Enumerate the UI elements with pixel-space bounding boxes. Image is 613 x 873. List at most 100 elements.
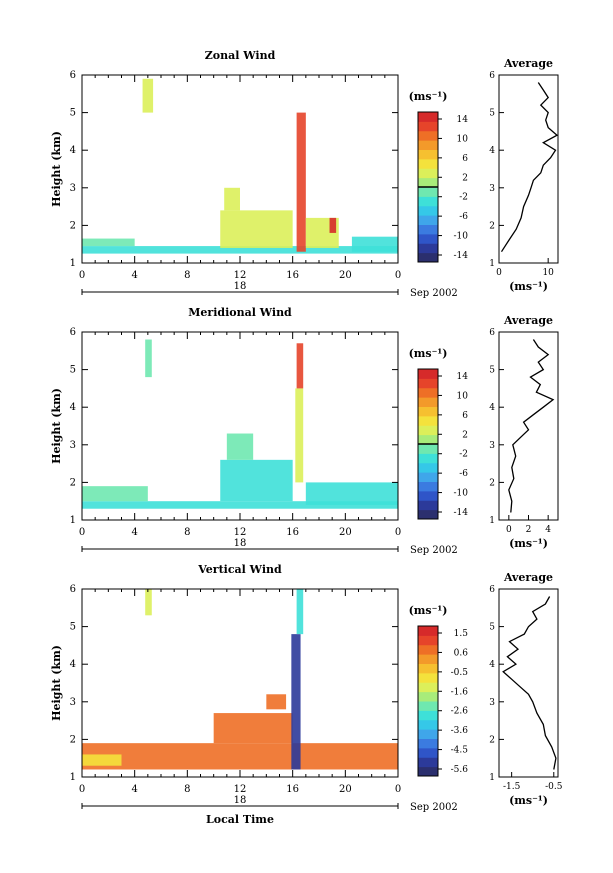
colorbar-swatch (418, 691, 438, 702)
colorbar-swatch (418, 710, 438, 721)
colorbar-swatch (418, 387, 438, 398)
profile-line (508, 339, 555, 513)
colorbar-tick-label: 14 (457, 372, 469, 382)
y-tick-label: 5 (70, 108, 76, 119)
profile-frame (498, 331, 559, 521)
colorbar-tick-label: -3.6 (451, 726, 469, 736)
y-tick-label: 2 (70, 477, 76, 488)
colorbar-swatch (418, 406, 438, 417)
colorbar-swatch (418, 472, 438, 482)
heat-cell (213, 713, 293, 744)
profile-y-tick-label: 2 (489, 478, 495, 488)
x-tick-label: 16 (286, 784, 299, 795)
colorbar-tick-label: -1.6 (451, 687, 469, 697)
colorbar-swatch (418, 425, 438, 436)
heat-cell (82, 486, 148, 502)
heat-cell (295, 388, 304, 483)
colorbar-tick-label: -6 (459, 469, 468, 479)
panel-title: Vertical Wind (197, 563, 282, 576)
colorbar-swatch (418, 729, 438, 739)
heat-cell (226, 433, 254, 460)
profile-x-tick-label: 2 (526, 525, 532, 535)
colorbar-swatch (418, 663, 438, 674)
colorbar-swatch (418, 654, 438, 664)
x-tick-label: 4 (131, 527, 137, 538)
colorbar-swatch (418, 252, 438, 263)
heat-cell (296, 112, 306, 252)
x-tick-label: 0 (395, 784, 401, 795)
profile-x-tick-label: 10 (542, 268, 554, 278)
y-tick-label: 2 (70, 734, 76, 745)
colorbar-tick-label: -10 (454, 489, 469, 499)
y-tick-label: 5 (70, 622, 76, 633)
colorbar-swatch (418, 243, 438, 254)
colorbar-swatch (418, 635, 438, 646)
heat-cell (291, 634, 301, 770)
profile-x-label: (ms⁻¹) (509, 794, 548, 807)
colorbar-swatch (418, 205, 438, 216)
colorbar-tick-label: 10 (457, 391, 469, 401)
heat-cell (82, 501, 398, 509)
x-tick-label: 8 (184, 784, 190, 795)
colorbar-tick-label: -14 (454, 251, 469, 261)
x-tick-label: 8 (184, 527, 190, 538)
profile-frame (498, 588, 559, 778)
colorbar-swatch (418, 490, 438, 501)
y-tick-label: 4 (70, 145, 76, 156)
x-tick-label: 4 (131, 784, 137, 795)
heat-cell (82, 238, 135, 247)
colorbar-tick-label: 6 (462, 411, 468, 421)
x-tick-label: 20 (339, 784, 352, 795)
x-tick-label: 20 (339, 270, 352, 281)
x-tick-label: 0 (79, 270, 85, 281)
profile-y-tick-label: 6 (489, 71, 495, 81)
colorbar-swatch (418, 177, 438, 188)
date-label: Sep 2002 (410, 288, 458, 299)
heat-cell (220, 210, 293, 248)
colorbar-tick-label: 14 (457, 115, 469, 125)
heat-cell (82, 246, 398, 254)
panel-title: Zonal Wind (205, 49, 276, 62)
y-tick-label: 3 (70, 183, 76, 194)
profile-y-tick-label: 3 (489, 184, 495, 194)
colorbar-swatch (418, 462, 438, 473)
profile-line (500, 82, 559, 253)
y-axis-label: Height (km) (50, 131, 63, 207)
profile-x-tick-label: -1.5 (503, 782, 521, 792)
colorbar-tick-label: -14 (454, 508, 469, 518)
profile-y-tick-label: 5 (489, 366, 495, 376)
y-tick-label: 6 (70, 584, 76, 595)
heat-cell (145, 339, 152, 378)
colorbar-swatch (418, 215, 438, 225)
x-tick-label: 4 (131, 270, 137, 281)
colorbar-tick-label: -4.5 (451, 746, 469, 756)
colorbar-tick-label: 2 (462, 173, 468, 183)
colorbar-swatch (418, 434, 438, 445)
heat-cell (266, 694, 287, 710)
colorbar-tick-label: -10 (454, 232, 469, 242)
colorbar-swatch (418, 112, 438, 122)
y-tick-label: 3 (70, 697, 76, 708)
colorbar-swatch (418, 481, 438, 492)
y-tick-label: 1 (70, 772, 76, 783)
colorbar-swatch (418, 747, 438, 758)
y-tick-label: 4 (70, 659, 76, 670)
y-tick-label: 6 (70, 327, 76, 338)
y-axis-label: Height (km) (50, 388, 63, 464)
colorbar-tick-label: 1.5 (454, 629, 469, 639)
date-bar-label: 18 (234, 795, 247, 806)
colorbar-swatch (418, 444, 438, 454)
colorbar-tick-label: 0.6 (454, 648, 469, 658)
heat-cell (296, 589, 304, 635)
heat-cell (145, 589, 152, 616)
colorbar-swatch (418, 140, 438, 150)
heat-cell (329, 217, 337, 233)
profile-x-tick-label: 0 (506, 525, 512, 535)
y-tick-label: 6 (70, 70, 76, 81)
colorbar-swatch (418, 397, 438, 407)
date-label: Sep 2002 (410, 545, 458, 556)
